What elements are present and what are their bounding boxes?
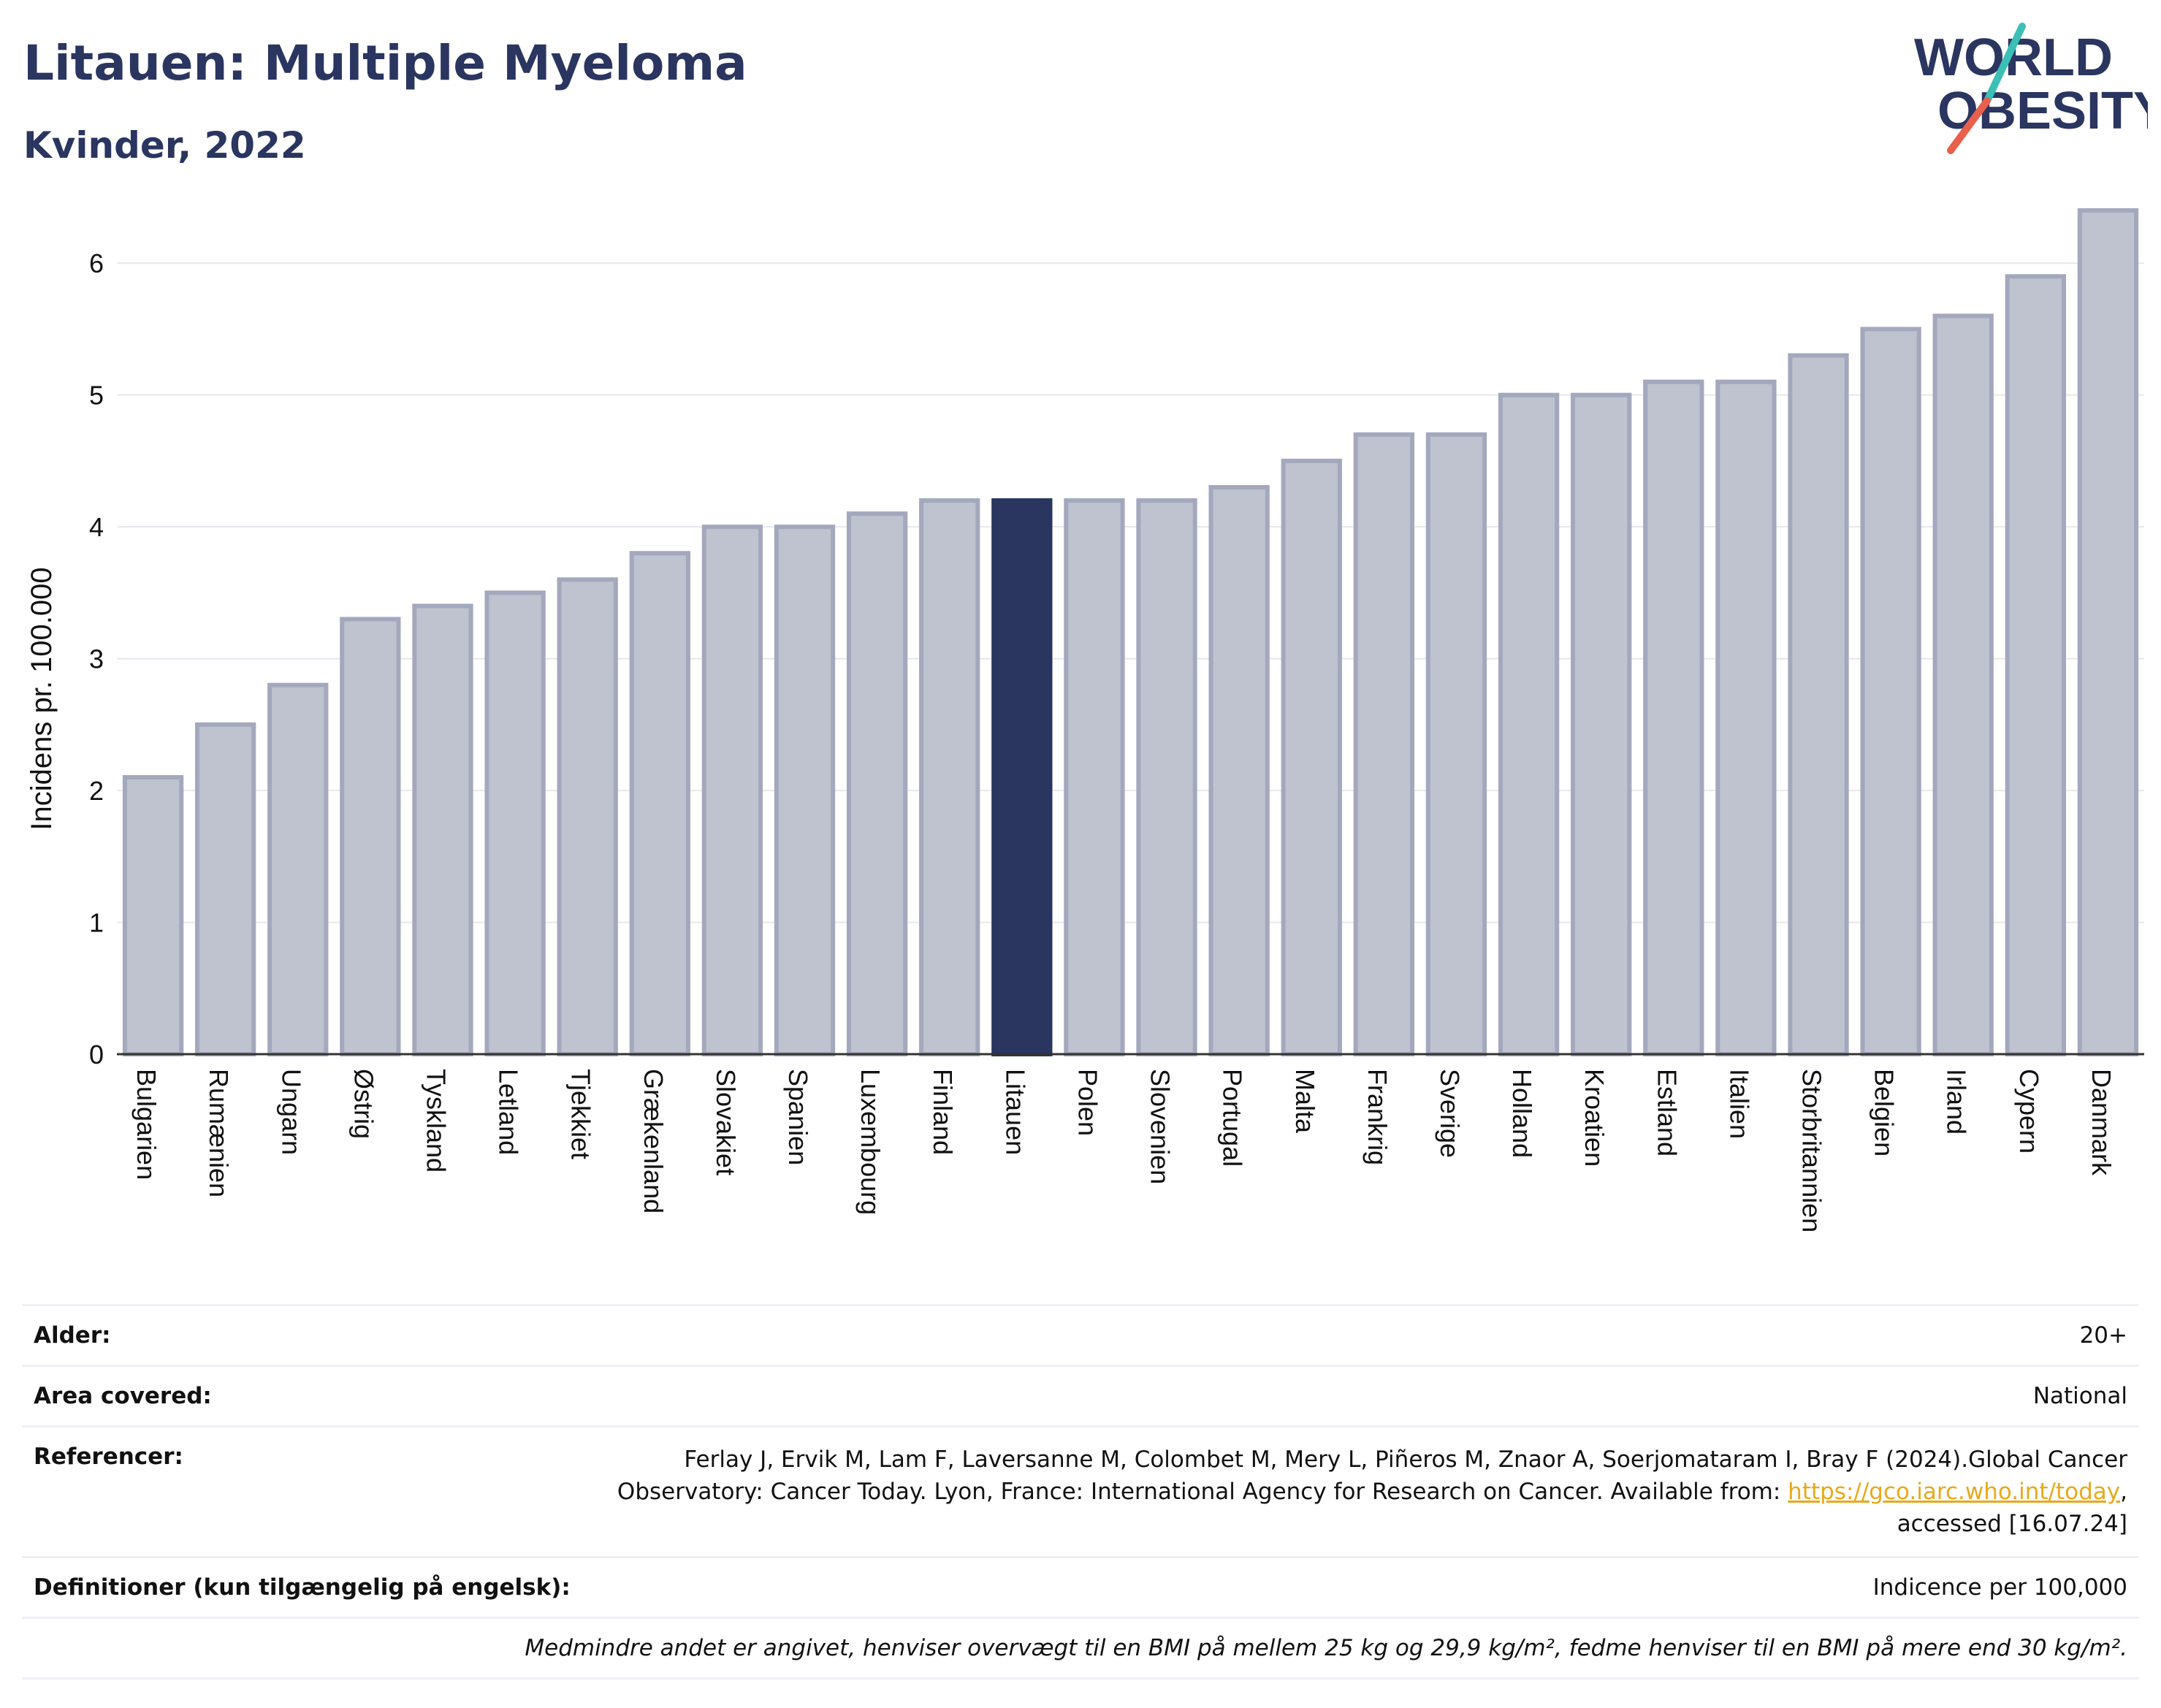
- chart-title: Litauen: Multiple Myeloma: [23, 35, 747, 91]
- x-tick-label: Cypern: [2014, 1069, 2044, 1154]
- bar-Sverige: [1425, 432, 1487, 1056]
- x-tick-label: Slovakiet: [711, 1069, 741, 1175]
- references-label: Referencer:: [34, 1444, 183, 1470]
- x-tick-label: Kroatien: [1579, 1069, 1609, 1167]
- bar-Finland: [919, 498, 980, 1056]
- info-row-area: Area covered: National: [22, 1365, 2139, 1425]
- bar-Østrig: [340, 617, 401, 1056]
- bars: [122, 208, 2139, 1056]
- x-tick-label: Estland: [1652, 1069, 1682, 1156]
- bar-Polen: [1064, 498, 1125, 1056]
- definitions-value: Indicence per 100,000: [1872, 1574, 2127, 1601]
- bar-Portugal: [1208, 485, 1270, 1056]
- y-tick-label: 3: [89, 644, 104, 674]
- chart-subtitle: Kvinder, 2022: [23, 124, 306, 167]
- bar-Belgien: [1860, 327, 1921, 1056]
- x-tick-label: Bulgarien: [132, 1069, 161, 1180]
- bar-Tyskland: [412, 603, 473, 1056]
- x-tick-label: Sverige: [1435, 1069, 1465, 1158]
- x-tick-label: Danmark: [2086, 1069, 2116, 1176]
- bar-Rumænien: [195, 722, 256, 1056]
- x-tick-label: Grækenland: [639, 1069, 668, 1213]
- x-tick-label: Portugal: [1218, 1069, 1248, 1167]
- info-row-references: Referencer: Ferlay J, Ervik M, Lam F, La…: [22, 1425, 2139, 1556]
- info-row-definitions: Definitioner (kun tilgængelig på engelsk…: [22, 1556, 2139, 1617]
- x-tick-label: Finland: [928, 1069, 958, 1155]
- bar-Cypern: [2005, 274, 2066, 1056]
- x-tick-label: Irland: [1942, 1069, 1972, 1135]
- area-label: Area covered:: [34, 1383, 212, 1409]
- reference-text-2: Observatory: Cancer Today. Lyon, France:…: [617, 1479, 1788, 1505]
- y-tick-labels: 0 1 2 3 4 5 6: [89, 248, 104, 1070]
- reference-link[interactable]: https://gco.iarc.who.int/today: [1788, 1479, 2121, 1505]
- bar-Slovakiet: [701, 525, 763, 1056]
- x-tick-label: Østrig: [348, 1069, 378, 1139]
- bar-Danmark: [2077, 208, 2139, 1056]
- info-row-footnote: Medmindre andet er angivet, henviser ove…: [22, 1617, 2139, 1680]
- y-tick-label: 5: [89, 381, 104, 411]
- bar-chart: 0 1 2 3 4 5 6 Bulgarien Rumænien Ungarn Østrig Tys…: [26, 208, 2144, 1232]
- x-tick-label: Ungarn: [276, 1069, 306, 1155]
- y-tick-label: 6: [89, 248, 104, 278]
- age-value: 20+: [2079, 1322, 2127, 1349]
- bar-Storbritannien: [1788, 353, 1849, 1056]
- definitions-label: Definitioner (kun tilgængelig på engelsk…: [34, 1574, 571, 1601]
- bar-Ungarn: [267, 682, 329, 1056]
- logo-slash-red: [1947, 97, 1991, 154]
- x-tick-label: Italien: [1724, 1069, 1754, 1139]
- x-tick-label: Tjekkiet: [566, 1069, 596, 1159]
- area-value: National: [2032, 1383, 2127, 1409]
- bar-Bulgarien: [122, 775, 184, 1056]
- bar-Holland: [1498, 392, 1560, 1056]
- info-row-age: Alder: 20+: [22, 1304, 2139, 1365]
- y-tick-label: 1: [89, 908, 104, 938]
- bar-Irland: [1932, 313, 1994, 1056]
- logo-slash-teal: [1983, 23, 2026, 104]
- bar-Italien: [1715, 379, 1777, 1056]
- y-tick-label: 4: [89, 512, 104, 542]
- x-tick-label: Rumænien: [204, 1069, 234, 1197]
- bar-Estland: [1643, 379, 1704, 1056]
- logo-text-obesity: OBESITY: [1937, 82, 2148, 140]
- bar-Grækenland: [629, 551, 690, 1056]
- x-tick-label: Luxembourg: [855, 1069, 885, 1215]
- x-tick-label: Holland: [1507, 1069, 1537, 1158]
- y-axis-label: Incidens pr. 100.000: [26, 567, 58, 830]
- reference-text-1: Ferlay J, Ervik M, Lam F, Laversanne M, …: [684, 1446, 2127, 1473]
- bar-Spanien: [774, 525, 836, 1056]
- x-tick-label: Frankrig: [1362, 1069, 1392, 1165]
- bar-Tjekkiet: [557, 577, 618, 1056]
- info-table: Alder: 20+ Area covered: National Refere…: [22, 1304, 2139, 1680]
- bar-Letland: [484, 590, 546, 1056]
- x-tick-label: Litauen: [1000, 1069, 1030, 1155]
- bar-Frankrig: [1353, 432, 1415, 1056]
- bar-Luxembourg: [846, 511, 908, 1056]
- y-tick-label: 0: [89, 1040, 104, 1070]
- world-obesity-logo: WORLD OBESITY: [1914, 23, 2148, 154]
- bar-Litauen: [991, 498, 1053, 1056]
- reference-text-3: ,: [2120, 1479, 2127, 1505]
- age-label: Alder:: [34, 1322, 111, 1349]
- x-tick-label: Slovenien: [1146, 1069, 1175, 1184]
- x-tick-label: Belgien: [1870, 1069, 1899, 1156]
- x-tick-label: Storbritannien: [1797, 1069, 1827, 1232]
- references-value: Ferlay J, Ervik M, Lam F, Laversanne M, …: [617, 1444, 2127, 1540]
- reference-text-4: accessed [16.07.24]: [1897, 1511, 2127, 1537]
- x-tick-labels: Bulgarien Rumænien Ungarn Østrig Tyskland Let…: [132, 1069, 2116, 1232]
- bar-Slovenien: [1136, 498, 1197, 1056]
- x-tick-label: Polen: [1072, 1069, 1102, 1136]
- y-tick-label: 2: [89, 776, 104, 806]
- bar-Kroatien: [1571, 392, 1632, 1056]
- bar-Malta: [1281, 458, 1342, 1056]
- x-tick-label: Tyskland: [421, 1069, 451, 1173]
- x-tick-label: Letland: [494, 1069, 524, 1155]
- footnote: Medmindre andet er angivet, henviser ove…: [525, 1635, 2127, 1661]
- x-tick-label: Spanien: [783, 1069, 813, 1165]
- x-tick-label: Malta: [1290, 1069, 1320, 1134]
